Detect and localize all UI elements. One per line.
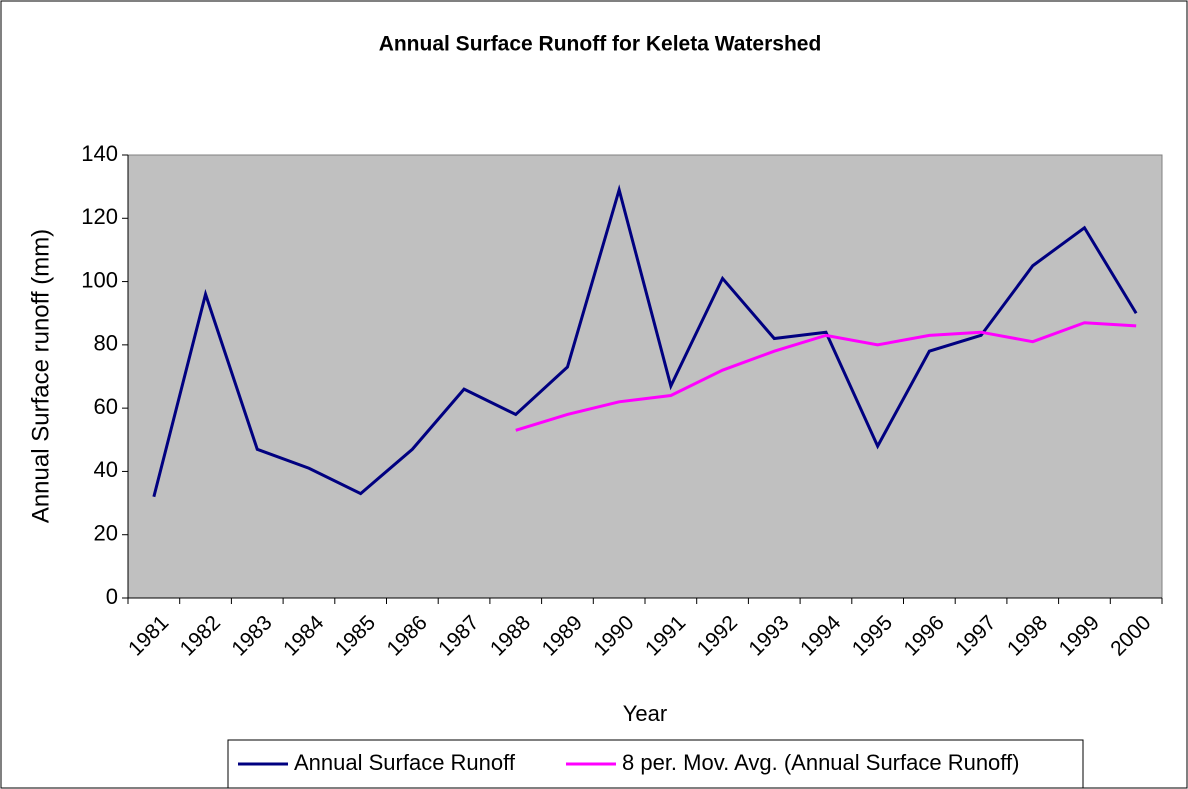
y-tick-label: 100 xyxy=(81,267,118,292)
series-line xyxy=(515,321,1137,432)
legend xyxy=(227,739,1084,789)
y-tick-label: 20 xyxy=(94,521,118,546)
legend-label: Annual Surface Runoff xyxy=(294,750,516,775)
chart-title: Annual Surface Runoff for Keleta Watersh… xyxy=(379,33,822,56)
legend-label: 8 per. Mov. Avg. (Annual Surface Runoff) xyxy=(622,750,1019,775)
y-tick-label: 40 xyxy=(94,457,118,482)
plot-area xyxy=(127,154,1163,599)
y-tick-label: 80 xyxy=(94,331,118,356)
series-line xyxy=(152,184,1138,498)
y-tick-label: 60 xyxy=(94,394,118,419)
y-tick-label: 120 xyxy=(81,204,118,229)
y-axis-label: Annual Surface runoff (mm) xyxy=(27,229,54,523)
y-tick-label: 0 xyxy=(106,584,118,609)
x-axis-label: Year xyxy=(623,701,667,726)
y-tick-label: 140 xyxy=(81,141,118,166)
